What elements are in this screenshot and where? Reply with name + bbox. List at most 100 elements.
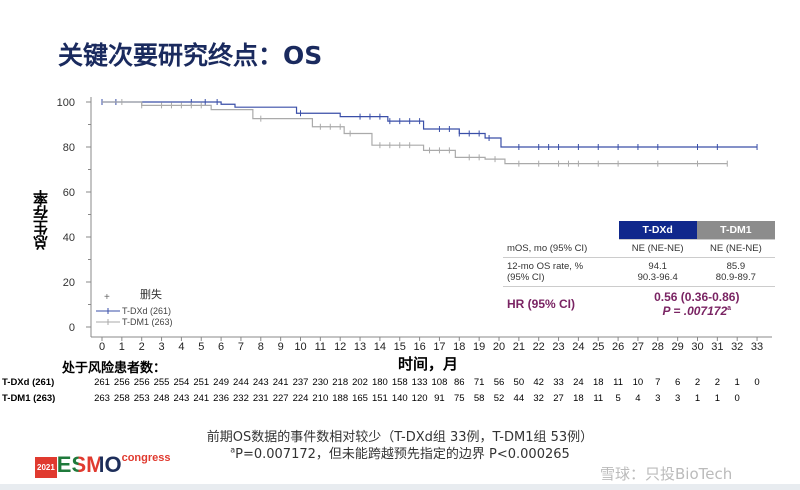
risk-count: 258: [113, 393, 130, 404]
x-tick-label: 33: [751, 341, 763, 353]
x-tick-label: 0: [99, 341, 105, 353]
risk-count: 165: [352, 393, 368, 404]
risk-count: 0: [754, 377, 760, 388]
risk-count: 4: [635, 393, 641, 404]
x-tick-label: 2: [139, 341, 145, 353]
bottom-bar: [0, 484, 800, 490]
risk-count: 108: [431, 377, 448, 388]
x-tick-label: 25: [592, 341, 604, 353]
watermark: 雪球：只投BioTech: [600, 465, 733, 483]
y-tick-label: 0: [69, 322, 75, 334]
ci-tdm1: 80.9-89.7: [715, 272, 756, 283]
risk-count: 24: [573, 377, 584, 388]
risk-count: 18: [573, 393, 584, 404]
risk-count: 255: [153, 377, 170, 388]
risk-count: 253: [133, 393, 150, 404]
risk-count: 18: [592, 377, 604, 388]
y-tick-label: 100: [57, 97, 75, 109]
x-tick-label: 12: [334, 341, 346, 353]
footnote-sup: a: [230, 445, 236, 455]
x-tick-label: 17: [433, 341, 445, 353]
risk-count: 3: [655, 393, 661, 404]
risk-count: 1: [694, 393, 701, 404]
x-tick-label: 31: [711, 341, 723, 353]
footnote-2-text: P=0.007172，但未能跨越预先指定的边界 P<0.000265: [235, 447, 570, 462]
risk-count: 56: [493, 377, 505, 388]
legend-label: T-DM1 (263): [122, 317, 173, 327]
risk-count: 202: [352, 377, 368, 388]
risk-count: 7: [655, 377, 661, 388]
risk-count: 151: [371, 393, 388, 404]
risk-count: 241: [193, 393, 210, 404]
legend-censor-label: 删失: [140, 288, 162, 301]
risk-count: 251: [193, 377, 210, 388]
risk-count: 0: [734, 393, 740, 404]
risk-count: 140: [391, 393, 408, 404]
x-tick-label: 27: [632, 341, 644, 353]
rate-label: 12-mo OS rate, %: [507, 261, 584, 272]
risk-count: 2: [694, 377, 701, 388]
risk-row-tdm1: T-DM1 (263) 263 258 253 248 243 241 236 232 231 22…: [0, 393, 800, 407]
esmo-logo: 2021ESMOcongress: [35, 452, 171, 478]
risk-count: 210: [312, 393, 329, 404]
x-tick-label: 15: [394, 341, 406, 353]
y-tick-label: 60: [63, 187, 75, 199]
risk-row-tdxd: T-DXd (261) 261 256 256 255 254 251 249 244 243 24…: [0, 377, 800, 391]
risk-row-label: T-DM1 (263): [2, 393, 56, 404]
x-tick-label: 8: [258, 341, 264, 353]
risk-count: 230: [312, 377, 329, 388]
risk-count: 232: [233, 393, 249, 404]
risk-count: 263: [94, 393, 110, 404]
logo-name: ESMO: [56, 452, 122, 477]
risk-count: 243: [252, 377, 269, 388]
mos-tdxd: NE (NE-NE): [618, 239, 697, 258]
x-tick-label: 30: [691, 341, 703, 353]
x-tick-label: 4: [178, 341, 184, 353]
risk-count: 256: [113, 377, 130, 388]
y-tick-label: 80: [63, 142, 75, 154]
risk-count: 91: [434, 393, 445, 404]
x-tick-label: 29: [672, 341, 684, 353]
x-tick-label: 6: [218, 341, 224, 353]
footnote-2: aP=0.007172，但未能跨越预先指定的边界 P<0.000265: [0, 443, 800, 462]
risk-count: 237: [292, 377, 309, 388]
rate-tdm1: 85.9: [726, 261, 746, 272]
risk-count: 6: [674, 377, 681, 388]
risk-count: 241: [272, 377, 289, 388]
risk-count: 5: [615, 393, 621, 404]
risk-count: 249: [213, 377, 230, 388]
x-tick-label: 11: [315, 341, 326, 353]
header-tdxd: T-DXd: [618, 221, 697, 240]
mos-label: mOS, mo (95% CI): [503, 239, 619, 258]
risk-count: 254: [173, 377, 190, 388]
risk-count: 75: [454, 393, 465, 404]
x-tick-label: 14: [374, 341, 386, 353]
hr-label: HR (95% CI): [507, 297, 576, 311]
y-tick-label: 20: [63, 277, 75, 289]
logo-suffix: congress: [121, 452, 171, 464]
risk-count: 256: [133, 377, 150, 388]
risk-table-title: 处于风险患者数：: [62, 361, 167, 376]
risk-count: 58: [473, 393, 485, 404]
x-axis-label: 时间，月: [398, 355, 459, 373]
mos-tdm1: NE (NE-NE): [696, 239, 775, 258]
logo-year: 2021: [35, 457, 57, 478]
risk-count: 243: [173, 393, 190, 404]
risk-count: 27: [553, 393, 564, 404]
km-curve-tdm1: [102, 101, 728, 165]
risk-count: 71: [473, 377, 485, 388]
risk-count: 180: [371, 377, 388, 388]
legend-label: T-DXd (261): [122, 306, 171, 316]
x-tick-label: 16: [413, 341, 425, 353]
risk-count: 52: [493, 393, 505, 404]
x-tick-label: 1: [119, 341, 125, 353]
risk-count: 50: [513, 377, 525, 388]
x-tick-label: 3: [158, 341, 164, 353]
x-tick-label: 21: [513, 341, 525, 353]
risk-count: 3: [674, 393, 681, 404]
risk-count: 248: [153, 393, 170, 404]
risk-count: 11: [613, 377, 624, 388]
risk-count: 158: [391, 377, 408, 388]
page-title: 关键次要研究终点：OS: [58, 41, 323, 70]
risk-count: 10: [632, 377, 644, 388]
